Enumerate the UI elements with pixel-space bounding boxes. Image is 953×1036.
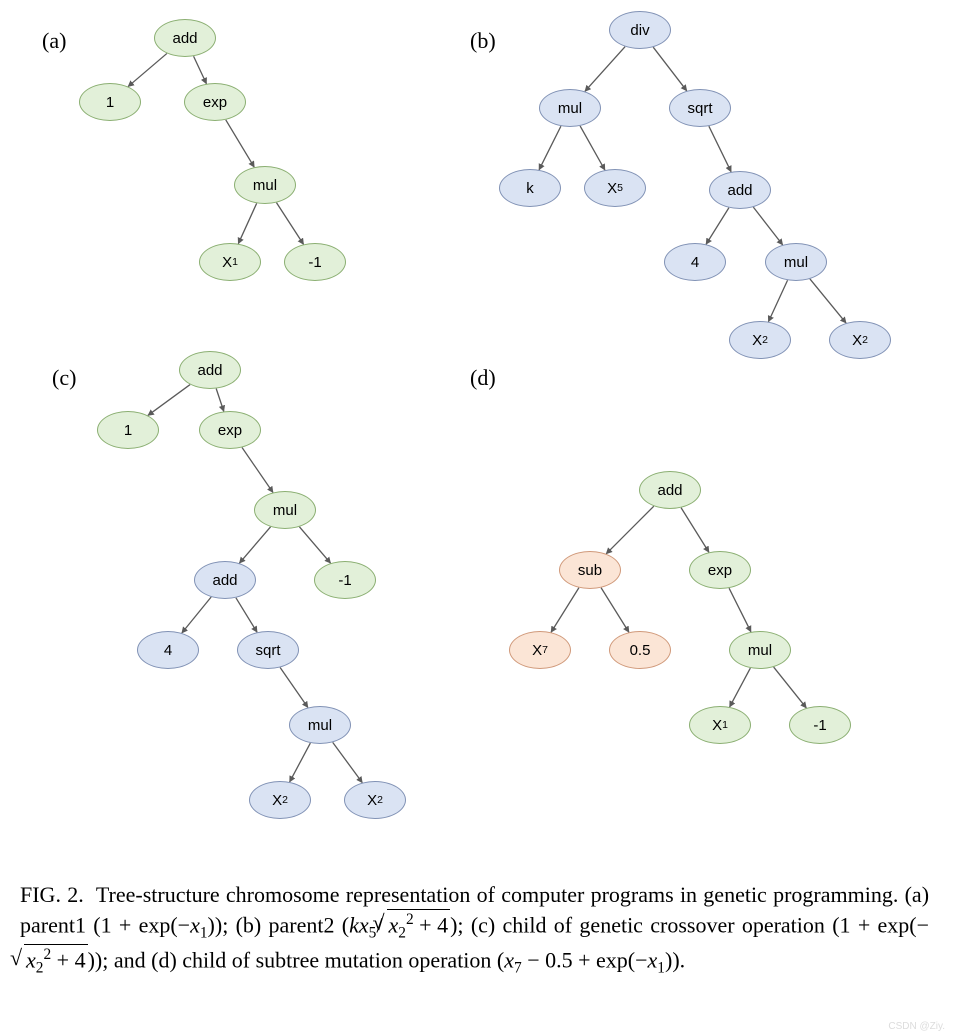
edge-b_sqrt-b_add <box>709 126 731 172</box>
node-c_mul: mul <box>254 491 316 529</box>
node-b_mul2: mul <box>765 243 827 281</box>
node-c_n1: -1 <box>314 561 376 599</box>
node-a_mul: mul <box>234 166 296 204</box>
node-b_div: div <box>609 11 671 49</box>
node-c_add: add <box>179 351 241 389</box>
node-d_mul: mul <box>729 631 791 669</box>
edge-c_mul2-c_x2b <box>333 742 363 782</box>
node-c_mul2: mul <box>289 706 351 744</box>
edge-a_add-a_1 <box>128 53 167 86</box>
edge-d_add-d_exp <box>681 508 709 553</box>
node-d_add: add <box>639 471 701 509</box>
edge-c_addb-c_4 <box>182 597 211 633</box>
node-b_k: k <box>499 169 561 207</box>
edge-c_mul-c_n1 <box>299 527 330 563</box>
node-c_exp: exp <box>199 411 261 449</box>
node-d_x7: X7 <box>509 631 571 669</box>
edge-c_addb-c_sqrt <box>236 598 257 632</box>
node-c_x2a: X2 <box>249 781 311 819</box>
node-a_1: 1 <box>79 83 141 121</box>
edge-c_sqrt-c_mul2 <box>280 667 308 707</box>
node-b_add: add <box>709 171 771 209</box>
node-c_4: 4 <box>137 631 199 669</box>
caption-lead: FIG. 2. <box>20 882 84 907</box>
node-d_x1: X1 <box>689 706 751 744</box>
node-a_x1: X1 <box>199 243 261 281</box>
edge-b_add-b_mul2 <box>753 207 782 245</box>
node-b_sqrt: sqrt <box>669 89 731 127</box>
edge-a_add-a_exp <box>194 56 207 83</box>
edge-b_div-b_mul <box>585 47 625 92</box>
node-a_exp: exp <box>184 83 246 121</box>
node-d_n1: -1 <box>789 706 851 744</box>
node-c_addb: add <box>194 561 256 599</box>
edge-a_mul-a_n1 <box>276 203 303 245</box>
node-a_add: add <box>154 19 216 57</box>
caption-body: Tree-structure chromosome representation… <box>96 882 899 907</box>
edge-d_sub-d_05 <box>601 588 629 633</box>
node-b_mul: mul <box>539 89 601 127</box>
node-a_n1: -1 <box>284 243 346 281</box>
panel-label-a: (a) <box>42 28 66 54</box>
edge-d_exp-d_mul <box>729 588 751 632</box>
node-b_x2b: X2 <box>829 321 891 359</box>
edge-c_add-c_exp <box>216 389 224 412</box>
node-d_sub: sub <box>559 551 621 589</box>
edge-c_mul2-c_x2a <box>290 743 311 782</box>
edge-b_div-b_sqrt <box>653 47 687 91</box>
node-b_4: 4 <box>664 243 726 281</box>
watermark: CSDN @Ziy. <box>888 1021 945 1032</box>
node-b_x5: X5 <box>584 169 646 207</box>
edge-d_mul-d_n1 <box>774 667 807 708</box>
node-d_exp: exp <box>689 551 751 589</box>
figure-caption: FIG. 2. Tree-structure chromosome repres… <box>20 880 929 979</box>
node-c_1: 1 <box>97 411 159 449</box>
edge-d_mul-d_x1 <box>730 668 751 707</box>
edge-b_mul2-b_x2a <box>768 280 787 321</box>
panel-label-d: (d) <box>470 365 496 391</box>
edge-c_exp-c_mul <box>242 448 273 493</box>
edge-b_mul-b_k <box>539 126 561 170</box>
edge-b_mul2-b_x2b <box>810 279 846 323</box>
edge-d_sub-d_x7 <box>551 588 579 633</box>
panel-label-c: (c) <box>52 365 76 391</box>
edge-a_mul-a_x1 <box>238 203 256 243</box>
node-c_x2b: X2 <box>344 781 406 819</box>
edge-d_add-d_sub <box>606 506 654 554</box>
edge-c_add-c_1 <box>148 385 190 416</box>
node-c_sqrt: sqrt <box>237 631 299 669</box>
edge-a_exp-a_mul <box>226 120 255 167</box>
node-b_x2a: X2 <box>729 321 791 359</box>
edge-c_mul-c_addb <box>239 527 270 563</box>
edge-b_mul-b_x5 <box>580 126 605 170</box>
node-d_05: 0.5 <box>609 631 671 669</box>
panel-label-b: (b) <box>470 28 496 54</box>
edge-b_add-b_4 <box>706 208 729 245</box>
